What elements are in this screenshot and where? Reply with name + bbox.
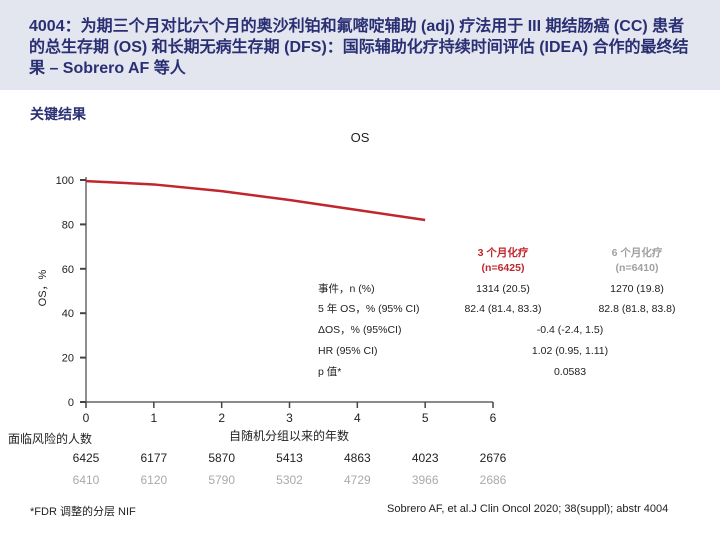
y-tick-label: 100 — [56, 175, 74, 187]
x-tick-label: 5 — [422, 411, 429, 425]
arm6-n: (n=6410) — [616, 262, 659, 274]
arm3-label: 3 个月化疗 — [478, 246, 529, 259]
y-tick-label: 0 — [68, 397, 74, 409]
results-table: 3 个月化疗 (n=6425) 6 个月化疗 (n=6410) 事件，n (%)… — [318, 246, 676, 378]
slide-title: 4004：为期三个月对比六个月的奥沙利铂和氟嘧啶辅助 (adj) 疗法用于 II… — [29, 18, 689, 77]
axes: 0 20 40 60 80 100 0 1 2 3 4 5 6 — [56, 175, 497, 425]
row-label-p: p 值* — [318, 365, 341, 378]
at-risk-value-6mo: 6120 — [140, 473, 167, 487]
at-risk-value-3mo: 6425 — [73, 451, 100, 465]
row-label-delta-os: ΔOS，% (95%CI) — [318, 324, 401, 336]
delta-os-value: -0.4 (-2.4, 1.5) — [537, 324, 604, 336]
x-tick-label: 2 — [218, 411, 225, 425]
at-risk-value-6mo: 5790 — [208, 473, 235, 487]
at-risk-value-3mo: 6177 — [140, 451, 167, 465]
x-axis-label: 自随机分组以来的年数 — [229, 428, 349, 443]
events-6mo: 1270 (19.8) — [610, 283, 664, 295]
x-tick-label: 6 — [490, 411, 497, 425]
source-citation: Sobrero AF, et al.J Clin Oncol 2020; 38(… — [387, 503, 669, 515]
at-risk-value-3mo: 5870 — [208, 451, 235, 465]
at-risk-label: 面临风险的人数 — [8, 431, 92, 446]
at-risk-value-3mo: 4863 — [344, 451, 371, 465]
row-label-5yr-os: 5 年 OS，% (95% CI) — [318, 302, 420, 315]
row-label-hr: HR (95% CI) — [318, 345, 378, 357]
p-value: 0.0583 — [554, 366, 586, 378]
footnote: *FDR 调整的分层 NIF — [30, 506, 136, 518]
y-axis-label: OS，% — [37, 269, 49, 306]
y-tick-label: 20 — [62, 353, 74, 365]
at-risk-value-3mo: 5413 — [276, 451, 303, 465]
chart-title: OS — [351, 130, 370, 145]
hr-value: 1.02 (0.95, 1.11) — [532, 345, 608, 357]
at-risk-value-6mo: 3966 — [412, 473, 439, 487]
y-tick-label: 40 — [62, 308, 74, 320]
x-tick-label: 1 — [150, 411, 157, 425]
x-tick-label: 4 — [354, 411, 361, 425]
at-risk-value-6mo: 5302 — [276, 473, 303, 487]
os-curve — [85, 179, 426, 222]
header-banner: 4004：为期三个月对比六个月的奥沙利铂和氟嘧啶辅助 (adj) 疗法用于 II… — [0, 0, 720, 90]
x-tick-label: 0 — [83, 411, 90, 425]
at-risk-value-3mo: 4023 — [412, 451, 439, 465]
at-risk-row-6mo: 6410 6120 5790 5302 4729 3966 2686 — [73, 473, 507, 487]
x-tick-label: 3 — [286, 411, 293, 425]
y-tick-label: 60 — [62, 264, 74, 276]
series-group — [85, 179, 426, 222]
arm3-n: (n=6425) — [482, 262, 525, 274]
at-risk-value-3mo: 2676 — [480, 451, 507, 465]
os5-6mo: 82.8 (81.8, 83.8) — [598, 303, 675, 315]
os5-3mo: 82.4 (81.4, 83.3) — [464, 303, 541, 315]
row-label-events: 事件，n (%) — [318, 282, 375, 295]
events-3mo: 1314 (20.5) — [476, 283, 530, 295]
section-label: 关键结果 — [30, 106, 86, 122]
y-tick-label: 80 — [62, 219, 74, 231]
at-risk-value-6mo: 6410 — [73, 473, 100, 487]
at-risk-value-6mo: 4729 — [344, 473, 371, 487]
at-risk-value-6mo: 2686 — [480, 473, 507, 487]
arm6-label: 6 个月化疗 — [612, 246, 663, 259]
at-risk-row-3mo: 6425 6177 5870 5413 4863 4023 2676 — [73, 451, 507, 465]
